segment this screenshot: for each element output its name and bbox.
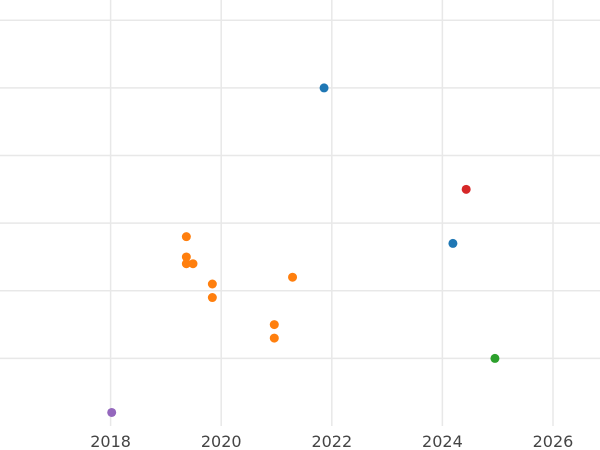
data-points	[107, 83, 500, 417]
data-point-4	[188, 259, 198, 269]
data-point-0	[107, 407, 117, 417]
data-point-10	[319, 83, 329, 93]
data-point-6	[207, 293, 217, 303]
data-point-11	[448, 238, 458, 248]
data-point-2	[181, 252, 191, 262]
data-point-1	[181, 232, 191, 242]
data-point-8	[269, 333, 279, 343]
x-tick-label-2026: 2026	[533, 432, 574, 450]
x-axis-tick-labels: 2018 2020 2022 2024 2026	[90, 432, 573, 450]
data-point-5	[207, 279, 217, 289]
grid-lines	[0, 0, 600, 426]
data-point-12	[461, 184, 471, 194]
data-point-7	[269, 320, 279, 330]
x-tick-label-2018: 2018	[90, 432, 131, 450]
x-tick-label-2020: 2020	[201, 432, 242, 450]
x-tick-label-2022: 2022	[311, 432, 352, 450]
data-point-3	[181, 259, 191, 269]
data-point-9	[288, 272, 298, 282]
data-point-13	[490, 353, 500, 363]
x-tick-label-2024: 2024	[422, 432, 463, 450]
